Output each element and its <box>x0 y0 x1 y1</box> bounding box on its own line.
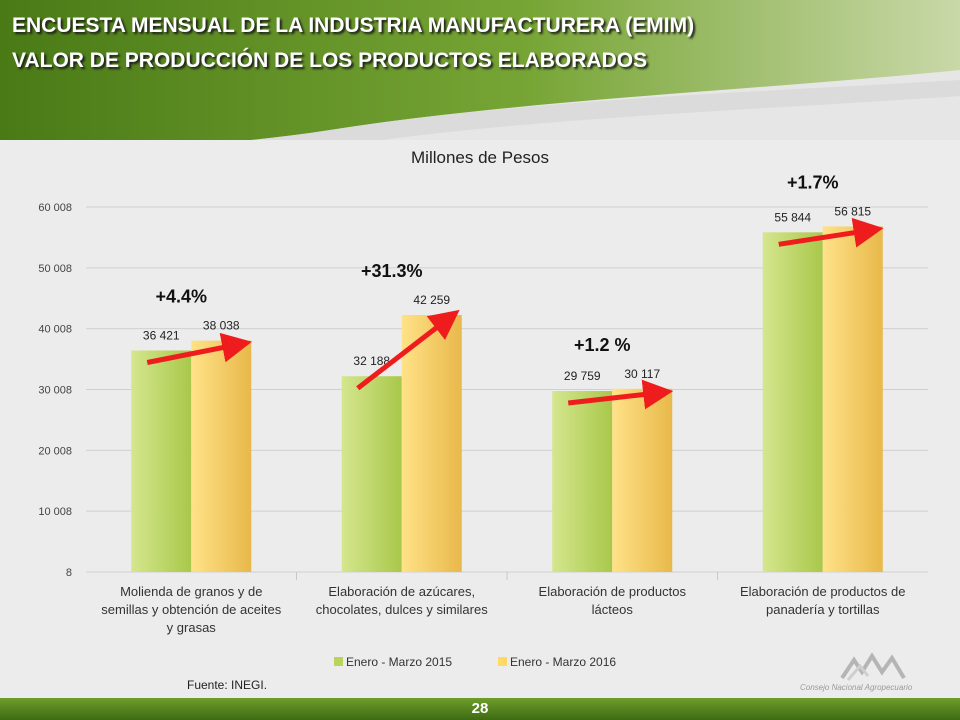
data-label: 55 844 <box>774 210 811 224</box>
logo-icon <box>840 652 906 681</box>
x-category-label: semillas y obtención de aceites <box>101 602 281 617</box>
x-category-label: y grasas <box>167 620 217 635</box>
y-tick-label: 50 008 <box>38 263 72 275</box>
change-label: +1.2 % <box>574 335 631 355</box>
data-label: 42 259 <box>413 293 450 307</box>
x-category-label: lácteos <box>592 602 634 617</box>
data-label: 30 117 <box>624 367 660 381</box>
y-tick-label: 20 008 <box>38 445 72 457</box>
change-label: +31.3% <box>361 261 423 281</box>
bar <box>552 391 613 572</box>
title-line-2: VALOR DE PRODUCCIÓN DE LOS PRODUCTOS ELA… <box>12 49 648 72</box>
bar <box>131 350 192 572</box>
data-label: 56 815 <box>834 204 871 218</box>
legend-swatch <box>498 657 507 666</box>
y-tick-label: 60 008 <box>38 202 72 214</box>
data-label: 32 188 <box>353 354 390 368</box>
x-category-label: chocolates, dulces y similares <box>316 602 488 617</box>
y-tick-label: 40 008 <box>38 324 72 336</box>
bar <box>822 226 883 573</box>
page-number: 28 <box>471 700 489 717</box>
change-arrow <box>146 332 252 365</box>
data-label: 36 421 <box>143 328 180 342</box>
x-category-label: Molienda de granos y de <box>120 584 262 599</box>
bar <box>762 232 823 572</box>
data-label: 38 038 <box>203 319 240 333</box>
change-arrow <box>356 309 460 391</box>
header-banner <box>0 0 960 160</box>
source-note: Fuente: INEGI. <box>187 678 268 692</box>
legend-label: Enero - Marzo 2016 <box>510 655 616 669</box>
production-bar-chart: Millones de Pesos 8 10 008 20 008 30 008 40 … <box>38 148 928 669</box>
legend-swatch <box>334 657 343 666</box>
chart-title: Millones de Pesos <box>411 148 549 167</box>
logo-text: Consejo Nacional Agropecuario <box>800 683 913 692</box>
change-label: +1.7% <box>787 172 839 192</box>
x-category-label: panadería y tortillas <box>766 602 880 617</box>
bar <box>191 340 252 572</box>
x-category-label: Elaboración de productos <box>539 584 687 599</box>
footer-bar <box>0 698 960 720</box>
bar <box>401 314 462 572</box>
bar <box>341 376 402 572</box>
legend-label: Enero - Marzo 2015 <box>346 655 452 669</box>
y-tick-label: 30 008 <box>38 385 72 397</box>
change-arrow <box>567 379 674 410</box>
x-category-label: Elaboración de productos de <box>740 584 906 599</box>
y-tick-label: 8 <box>66 567 72 579</box>
bar <box>612 388 673 572</box>
data-label: 29 759 <box>564 369 601 383</box>
y-tick-label: 10 008 <box>38 506 72 518</box>
change-label: +4.4% <box>155 287 207 307</box>
change-arrow <box>778 217 884 248</box>
title-line-1: ENCUESTA MENSUAL DE LA INDUSTRIA MANUFAC… <box>12 14 695 37</box>
x-category-label: Elaboración de azúcares, <box>328 584 475 599</box>
